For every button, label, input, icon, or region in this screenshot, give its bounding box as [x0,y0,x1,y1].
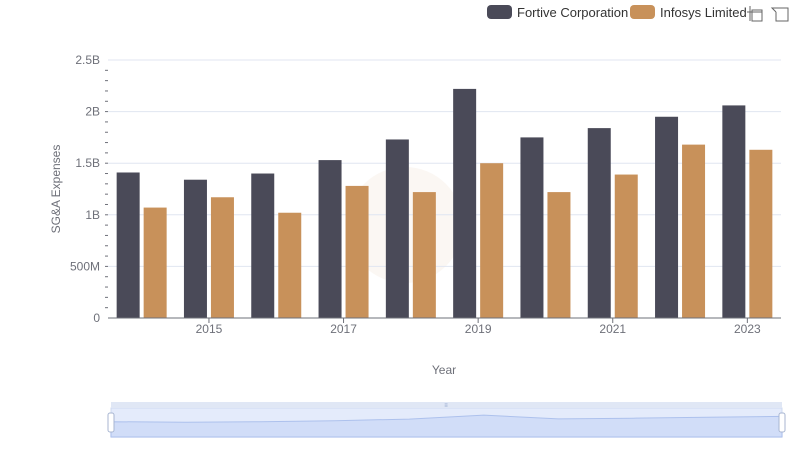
bar-infosys-2016[interactable] [278,212,302,318]
data-zoom-top-handle[interactable]: ≡ [444,403,448,409]
legend-swatch-infosys [630,5,655,19]
legend-label-fortive: Fortive Corporation [517,5,628,20]
legend-swatch-fortive [487,5,512,19]
x-axis: 2015 2017 2019 2021 2023 [108,317,781,336]
bar-fortive-2017[interactable] [318,160,342,318]
bar-fortive-2021[interactable] [587,128,611,318]
x-axis-title: Year [432,363,456,377]
x-tick-label: 2019 [465,322,492,336]
data-zoom-top-bar[interactable] [111,402,782,408]
y-tick-label: 2B [85,105,100,119]
legend-label-infosys: Infosys Limited [660,5,747,20]
y-tick-label: 1.5B [75,156,100,170]
reset-zoom-icon[interactable] [770,7,789,22]
data-zoom-preview-area [110,414,783,438]
crosshair-zoom-icon[interactable] [747,6,763,22]
bar-fortive-2015[interactable] [183,179,207,318]
x-tick-label: 2015 [196,322,223,336]
x-tick-label: 2017 [330,322,357,336]
bar-fortive-2022[interactable] [655,116,679,318]
legend-item-infosys[interactable]: Infosys Limited [630,5,747,20]
bar-fortive-2016[interactable] [251,173,275,318]
bar-infosys-2022[interactable] [682,144,706,318]
y-tick-label: 0 [93,311,100,325]
bar-fortive-2018[interactable] [385,139,409,318]
legend-item-fortive[interactable]: Fortive Corporation [487,5,628,20]
bar-fortive-2014[interactable] [116,172,140,318]
bar-infosys-2023[interactable] [749,149,773,318]
x-tick-label: 2023 [734,322,761,336]
bar-infosys-2015[interactable] [210,197,234,318]
data-zoom-left-handle[interactable] [107,412,115,433]
bar-infosys-2017[interactable] [345,185,369,318]
data-zoom-slider[interactable]: ≡ [107,402,786,438]
bars [116,88,773,319]
bar-infosys-2014[interactable] [143,207,167,318]
bar-fortive-2019[interactable] [453,88,477,318]
legend: Fortive Corporation Infosys Limited [487,5,747,20]
bar-infosys-2018[interactable] [412,192,436,318]
y-tick-label: 1B [85,208,100,222]
y-tick-label: 2.5B [75,53,100,67]
bar-infosys-2021[interactable] [614,174,638,318]
bar-fortive-2020[interactable] [520,137,544,318]
data-zoom-selection[interactable] [111,408,782,437]
y-tick-label: 500M [70,259,100,273]
data-zoom-right-handle[interactable] [778,412,786,433]
bar-infosys-2020[interactable] [547,192,571,318]
bar-infosys-2019[interactable] [480,163,504,318]
x-tick-label: 2021 [599,322,626,336]
y-axis-title: SG&A Expenses [49,145,63,234]
y-axis: 0 500M 1B 1.5B 2B 2.5B [70,53,108,325]
bar-fortive-2023[interactable] [722,105,746,319]
